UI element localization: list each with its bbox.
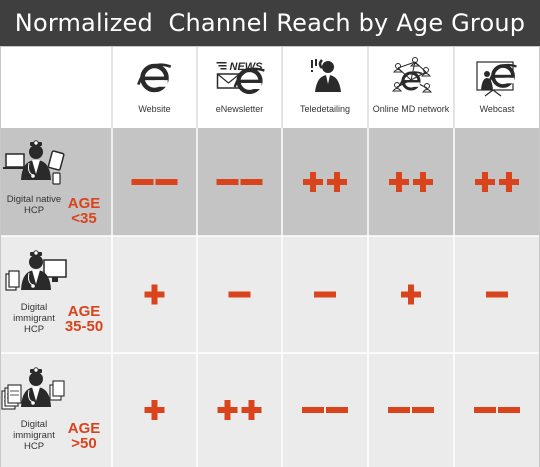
- header-row-bg: [0, 46, 540, 128]
- row-bg-2: [0, 236, 540, 353]
- reach-mark: [303, 172, 347, 192]
- reach-mark: [401, 284, 421, 305]
- reach-mark: [228, 291, 251, 298]
- reach-table: NEWS Website eNewsletter Teledetailing Onli…: [0, 46, 540, 467]
- doctor-devices-icon: [3, 140, 65, 185]
- row-age-label: AGE >50: [58, 421, 110, 451]
- doctor-computer-icon: [5, 250, 67, 291]
- website-ie-icon: [137, 63, 172, 93]
- webcast-icon: [476, 61, 517, 97]
- column-header-label: Online MD network: [372, 104, 450, 114]
- svg-text:NEWS: NEWS: [230, 61, 264, 73]
- reach-mark: [314, 291, 336, 298]
- reach-mark: [486, 291, 508, 298]
- doctor-papers-icon: [1, 367, 65, 410]
- column-header-label: eNewsletter: [215, 104, 264, 114]
- teledetailing-icon: [311, 59, 341, 92]
- age-prefix: AGE: [67, 303, 101, 320]
- reach-mark: [302, 407, 348, 413]
- reach-mark: [475, 172, 519, 192]
- table-graphics: NEWS: [0, 46, 540, 467]
- reach-mark: [216, 179, 263, 185]
- reach-mark: [388, 407, 434, 413]
- age-range: <35: [71, 210, 97, 227]
- age-prefix: AGE: [67, 420, 101, 437]
- reach-mark: [144, 284, 165, 305]
- row-age-label: AGE 35-50: [58, 304, 110, 334]
- row-hcp-label: Digital immigrant HCP: [13, 419, 55, 452]
- enewsletter-icon: NEWS: [216, 61, 265, 95]
- row-bg-3: [0, 353, 540, 467]
- reach-mark: [474, 407, 520, 413]
- title-bar: Normalized Channel Reach by Age Group: [0, 0, 540, 46]
- online-md-network-icon: [391, 57, 433, 93]
- row-hcp-label: Digital immigrant HCP: [13, 302, 55, 335]
- age-range: >50: [71, 435, 97, 452]
- reach-mark: [131, 179, 178, 185]
- column-header-label: Website: [138, 104, 171, 114]
- age-range: 35-50: [64, 318, 104, 335]
- row-age-label: AGE <35: [58, 196, 110, 226]
- reach-mark: [217, 400, 262, 420]
- row-bg-1: [0, 128, 540, 236]
- reach-mark: [389, 172, 433, 192]
- age-prefix: AGE: [67, 195, 101, 212]
- reach-mark: [144, 400, 165, 420]
- column-header-label: Teledetailing: [299, 104, 351, 114]
- column-header-label: Webcast: [479, 104, 515, 114]
- page-title: Normalized Channel Reach by Age Group: [14, 9, 526, 37]
- row-hcp-label: Digital native HCP: [6, 194, 62, 216]
